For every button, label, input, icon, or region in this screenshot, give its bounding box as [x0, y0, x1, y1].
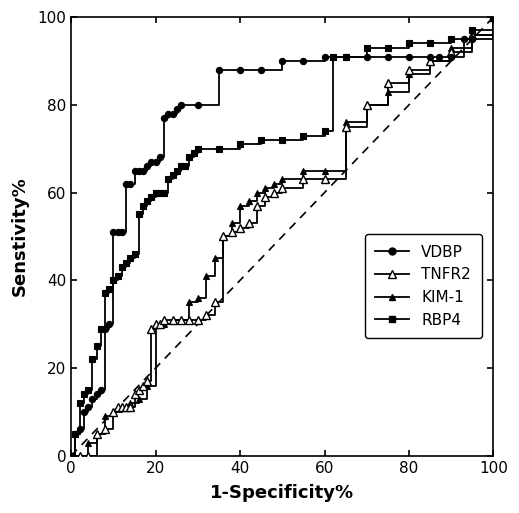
- X-axis label: 1-Specificity%: 1-Specificity%: [210, 484, 354, 502]
- Y-axis label: Senstivity%: Senstivity%: [11, 176, 29, 297]
- Legend: VDBP, TNFR2, KIM-1, RBP4: VDBP, TNFR2, KIM-1, RBP4: [365, 234, 482, 339]
